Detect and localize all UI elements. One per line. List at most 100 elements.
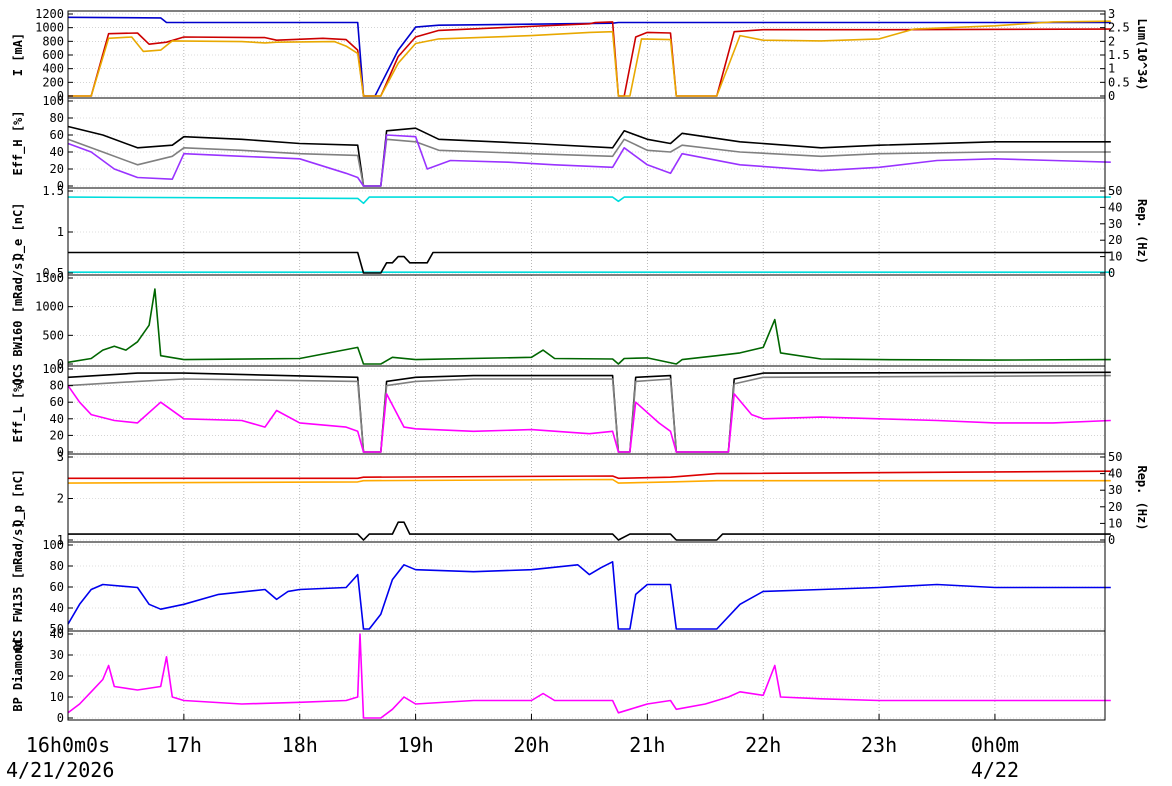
- y-tick-label: 0.5: [42, 266, 64, 280]
- panel-gridlines: [68, 277, 1105, 365]
- y-tick-label: 0: [57, 357, 64, 371]
- y-axis-label: Q_p [nC]: [11, 469, 26, 527]
- right-axis-label: Rep. (Hz): [1135, 465, 1149, 530]
- right-tick-label: 30: [1108, 483, 1122, 497]
- right-tick-label: 10: [1108, 516, 1122, 530]
- series-line-eff_h-2: [67, 134, 1111, 187]
- right-tick-label: 0.5: [1108, 75, 1130, 89]
- y-axis-label: I [mA]: [11, 33, 25, 76]
- y-tick-label: 40: [50, 627, 64, 641]
- right-tick-label: 40: [1108, 200, 1122, 214]
- x-tick-label: 20h: [513, 733, 549, 757]
- series-line-eff_l-0: [67, 371, 1111, 453]
- y-tick-label: 600: [42, 48, 64, 62]
- series-line-eff_h-1: [67, 138, 1111, 187]
- y-tick-label: 60: [50, 580, 64, 594]
- y-tick-label: 100: [42, 94, 64, 108]
- series-line-eff_h-0: [67, 125, 1111, 187]
- x-tick-label: 19h: [398, 733, 434, 757]
- y-tick-label: 1000: [35, 300, 64, 314]
- x-tick-label: 0h0m: [971, 733, 1019, 757]
- panel-frame-qe: [67, 187, 1106, 276]
- y-tick-label: 80: [50, 111, 64, 125]
- panel-gridlines: [68, 633, 1105, 719]
- y-axis-label: Eff_L [%]: [11, 377, 26, 442]
- panel-gridlines: [68, 456, 1105, 541]
- right-tick-label: 1.5: [1108, 48, 1130, 62]
- panel-frame-qcs_fw135: [67, 541, 1106, 632]
- right-tick-label: 2.5: [1108, 21, 1130, 35]
- y-tick-label: 200: [42, 75, 64, 89]
- right-tick-label: 50: [1108, 450, 1122, 464]
- series-line-qp-2: [68, 521, 1111, 541]
- y-tick-label: 1: [57, 225, 64, 239]
- y-tick-label: 60: [50, 395, 64, 409]
- y-tick-label: 1.5: [42, 184, 64, 198]
- right-tick-label: 0: [1108, 89, 1115, 103]
- y-tick-label: 3: [57, 450, 64, 464]
- series-line-qe-0: [67, 196, 1111, 205]
- y-tick-label: 10: [50, 690, 64, 704]
- right-tick-label: 2: [1108, 34, 1115, 48]
- right-tick-label: 50: [1108, 184, 1122, 198]
- panel-frame-qp: [67, 453, 1106, 543]
- y-axis-label: Eff_H [%]: [11, 110, 26, 175]
- y-tick-label: 20: [50, 428, 64, 442]
- y-tick-label: 30: [50, 648, 64, 662]
- right-tick-label: 40: [1108, 467, 1122, 481]
- right-tick-label: 0: [1108, 266, 1115, 280]
- y-axis-label: QCS FW135 [mRad/s]: [11, 521, 25, 651]
- series-line-qp-1: [67, 478, 1111, 484]
- y-tick-label: 0: [57, 711, 64, 725]
- y-tick-label: 60: [50, 128, 64, 142]
- x-tick-label: 23h: [861, 733, 897, 757]
- x-tick-label: 21h: [629, 733, 665, 757]
- y-tick-label: 80: [50, 379, 64, 393]
- y-tick-label: 400: [42, 62, 64, 76]
- date-label-start: 4/21/2026: [6, 758, 114, 782]
- right-tick-label: 1: [1108, 62, 1115, 76]
- y-axis-label: BP Diamond: [11, 639, 25, 711]
- y-tick-label: 0: [57, 445, 64, 459]
- panel-gridlines: [68, 190, 1105, 274]
- right-tick-label: 20: [1108, 500, 1122, 514]
- panel-gridlines: [68, 13, 1105, 97]
- y-tick-label: 50: [50, 622, 64, 636]
- series-line-qp-0: [68, 470, 1111, 480]
- panel-gridlines: [68, 544, 1105, 630]
- right-tick-label: 0: [1108, 533, 1115, 547]
- y-tick-label: 40: [50, 412, 64, 426]
- y-axis-label: Q_e [nC]: [11, 203, 26, 261]
- y-tick-label: 2: [57, 492, 64, 506]
- right-axis-label: Rep. (Hz): [1135, 199, 1149, 264]
- right-tick-label: 30: [1108, 217, 1122, 231]
- x-tick-label: 17h: [166, 733, 202, 757]
- y-tick-label: 40: [50, 601, 64, 615]
- y-tick-label: 0: [57, 89, 64, 103]
- series-line-qcs_bw160-0: [67, 288, 1111, 365]
- y-tick-label: 80: [50, 559, 64, 573]
- right-tick-label: 20: [1108, 233, 1122, 247]
- y-tick-label: 1500: [35, 271, 64, 285]
- y-tick-label: 800: [42, 34, 64, 48]
- y-tick-label: 0: [57, 179, 64, 193]
- y-tick-label: 20: [50, 669, 64, 683]
- y-tick-label: 20: [50, 162, 64, 176]
- y-axis-label: QCS BW160 [mRad/s]: [11, 255, 25, 385]
- y-tick-label: 1200: [35, 7, 64, 21]
- panel-frame-bp_diamond: [67, 630, 1106, 721]
- x-tick-label: 22h: [745, 733, 781, 757]
- panel-gridlines: [68, 368, 1105, 453]
- y-tick-label: 1000: [35, 21, 64, 35]
- y-tick-label: 40: [50, 145, 64, 159]
- panel-frame-qcs_bw160: [67, 274, 1106, 367]
- y-tick-label: 1: [57, 533, 64, 547]
- y-tick-label: 100: [42, 362, 64, 376]
- series-line-current-2: [68, 20, 1111, 97]
- series-line-eff_l-2: [67, 385, 1111, 453]
- right-tick-label: 10: [1108, 250, 1122, 264]
- right-tick-label: 3: [1108, 7, 1115, 21]
- x-tick-label: 16h0m0s: [26, 733, 110, 757]
